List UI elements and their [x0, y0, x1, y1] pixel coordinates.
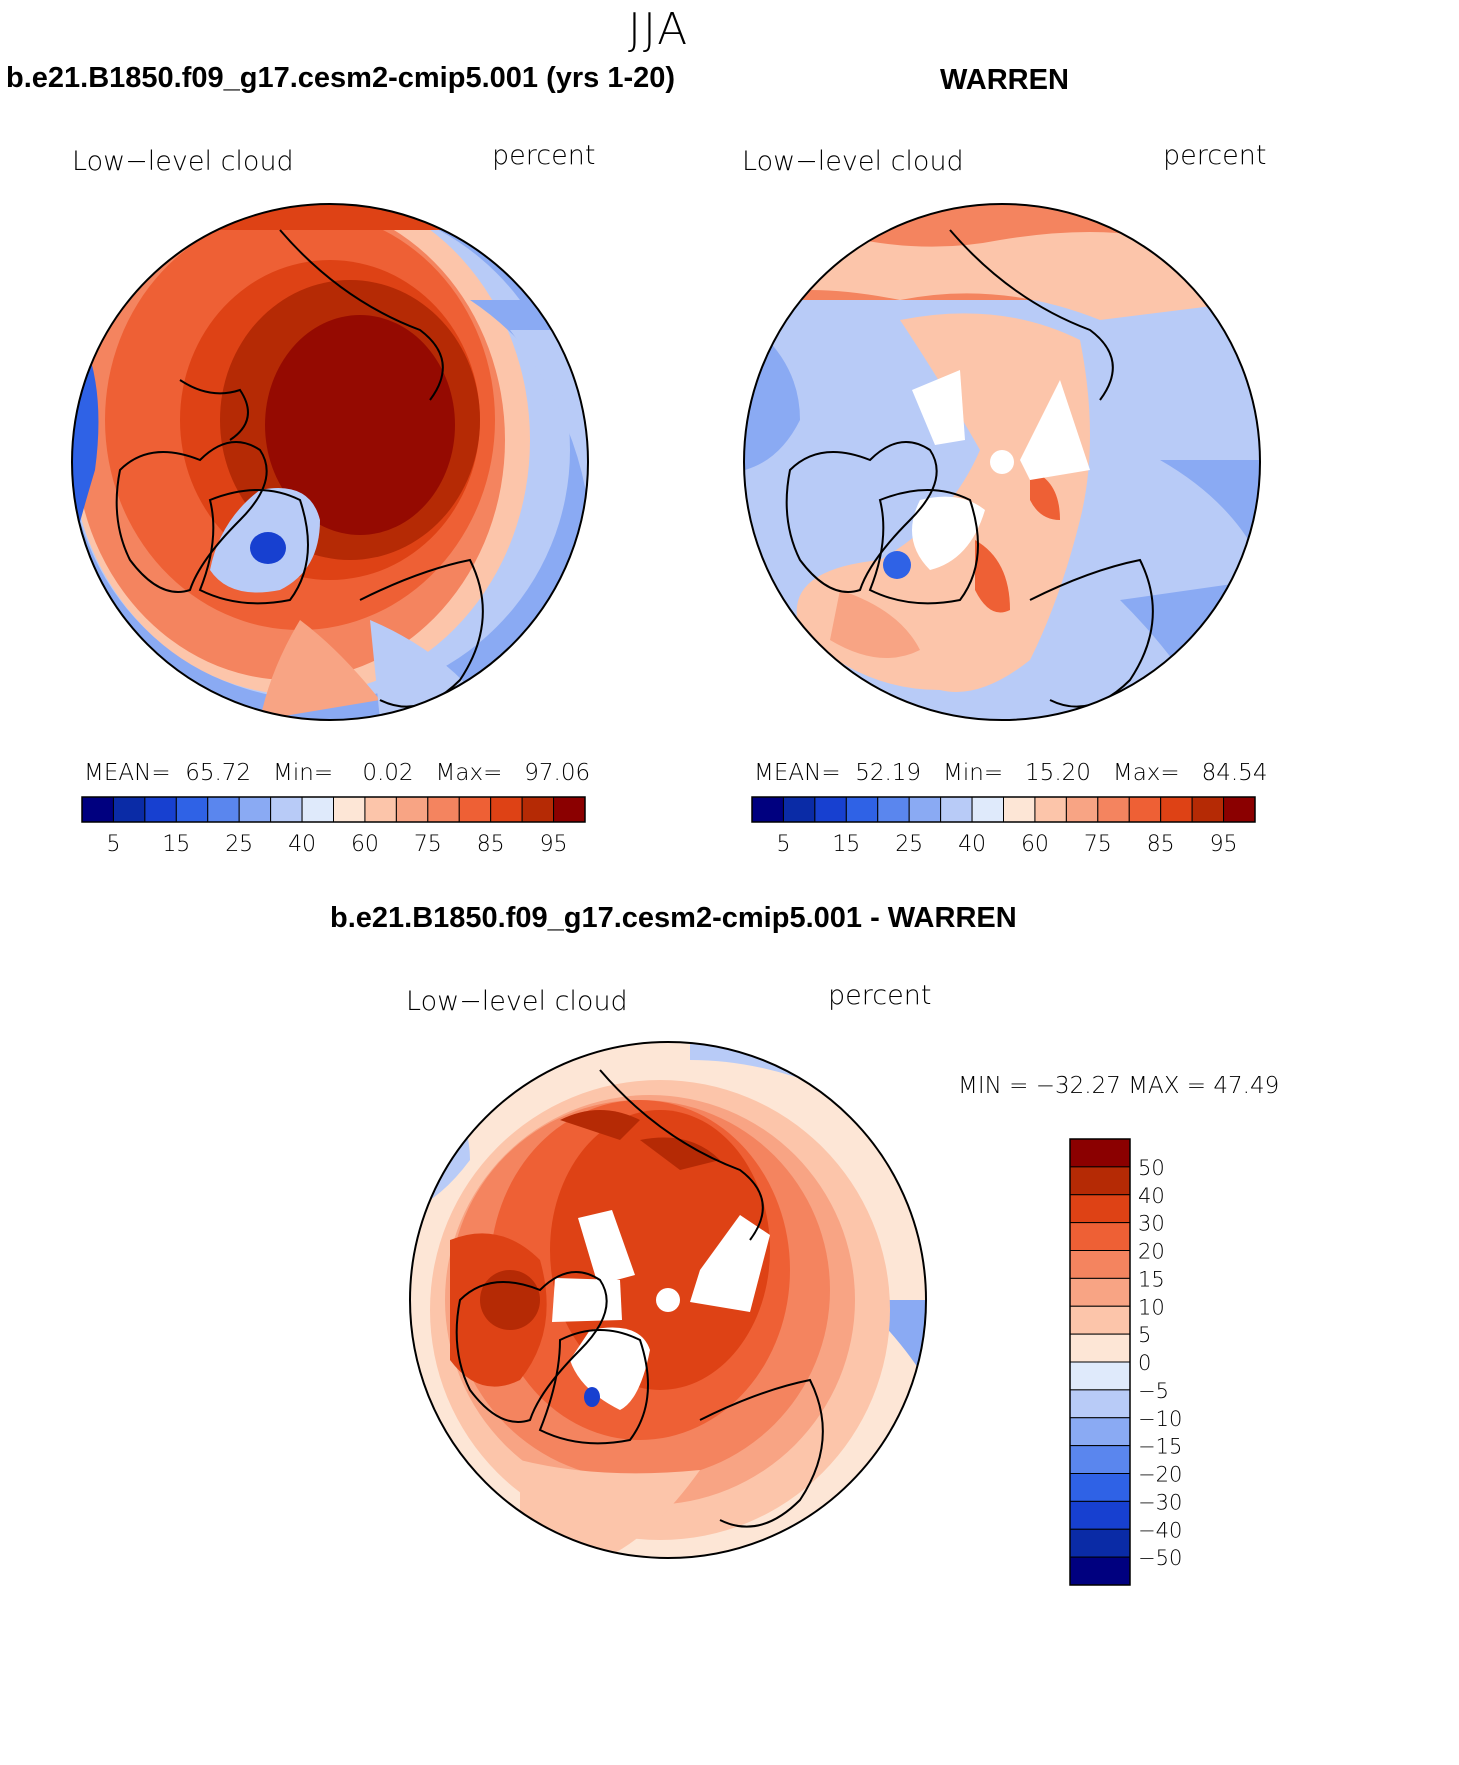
colorbar-swatch	[1069, 1417, 1131, 1447]
colorbar-tick-label: 75	[414, 832, 442, 857]
colorbar-tick-label: −5	[1138, 1379, 1169, 1403]
panel2-min-label: Min=	[943, 760, 1004, 786]
colorbar-swatch	[1069, 1333, 1131, 1363]
panel2-units-label: percent	[1163, 140, 1267, 171]
panel2-max-value: 84.54	[1201, 760, 1268, 786]
colorbar-swatch	[908, 796, 942, 823]
colorbar-tick-label: 15	[162, 832, 190, 857]
panel2-variable-label: Low−level cloud	[742, 146, 964, 177]
panel1-title: b.e21.B1850.f09_g17.cesm2-cmip5.001 (yrs…	[6, 62, 676, 94]
colorbar-tick-label: 40	[958, 832, 986, 857]
colorbar-swatch	[1069, 1528, 1131, 1558]
colorbar-swatch	[1069, 1500, 1131, 1530]
colorbar-tick-label: 95	[1210, 832, 1238, 857]
colorbar-swatch	[1160, 796, 1193, 823]
colorbar-swatch	[1069, 1473, 1131, 1502]
colorbar-swatch	[1069, 1445, 1131, 1474]
season-title: JJA	[628, 4, 690, 55]
colorbar-tick-label: 5	[1138, 1323, 1151, 1347]
colorbar-tick-label: 0	[1138, 1351, 1151, 1375]
colorbar-tick-label: 85	[477, 832, 505, 857]
colorbar-swatch	[175, 796, 209, 823]
colorbar-tick-label: −20	[1138, 1463, 1182, 1487]
colorbar-tick-label: 15	[1138, 1267, 1165, 1291]
colorbar-tick-label: 15	[832, 832, 860, 857]
colorbar-tick-label: 25	[895, 832, 923, 857]
colorbar-swatch	[207, 796, 240, 823]
panel3-minmax: MIN = −32.27 MAX = 47.49	[958, 1073, 1280, 1099]
colorbar-swatch	[427, 796, 460, 823]
colorbar-swatch	[1069, 1361, 1131, 1391]
colorbar-tick-label: 20	[1138, 1240, 1165, 1264]
colorbar-frame	[81, 796, 586, 823]
panel1-max-label: Max=	[435, 760, 503, 786]
colorbar-tick-label: 40	[1138, 1184, 1165, 1208]
colorbar-swatch	[1069, 1138, 1131, 1168]
colorbar-tick-label: 60	[351, 832, 379, 857]
colorbar-tick-label: −50	[1138, 1546, 1182, 1570]
colorbar-tick-label: 30	[1138, 1212, 1165, 1236]
colorbar-swatch	[1097, 796, 1130, 823]
panel3-title: b.e21.B1850.f09_g17.cesm2-cmip5.001 - WA…	[330, 902, 1017, 934]
colorbar-tick-label: 75	[1084, 832, 1112, 857]
colorbar-tick-label: 60	[1021, 832, 1049, 857]
colorbar-swatch	[1069, 1277, 1131, 1307]
panel2-mean-value: 52.19	[855, 760, 922, 786]
colorbar-tick-label: 5	[106, 832, 120, 857]
colorbar-tick-label: −10	[1138, 1407, 1182, 1431]
panel2-stats: MEAN= 52.19 Min= 15.20 Max= 84.54	[754, 760, 1267, 786]
colorbar-tick-label: 40	[288, 832, 316, 857]
panel3-variable-label: Low−level cloud	[406, 986, 628, 1017]
panel2-title: WARREN	[940, 64, 1069, 96]
colorbar-tick-label: 25	[225, 832, 253, 857]
colorbar-swatch	[1069, 1389, 1131, 1419]
colorbar-swatch	[1069, 1250, 1131, 1279]
colorbar-swatch	[490, 796, 523, 823]
panel1-units-label: percent	[492, 140, 596, 171]
colorbar-swatch	[1069, 1166, 1131, 1196]
colorbar-swatch	[1065, 796, 1099, 823]
panel1-stats: MEAN= 65.72 Min= 0.02 Max= 97.06	[84, 760, 590, 786]
colorbar-tick-label: 85	[1147, 832, 1175, 857]
colorbar-tick-label: −40	[1138, 1518, 1182, 1542]
colorbar-frame	[751, 796, 1256, 823]
colorbar-tick-label: −15	[1138, 1435, 1182, 1459]
colorbar-tick-label: 50	[1138, 1156, 1165, 1180]
colorbar-swatch	[1191, 796, 1225, 823]
colorbar-swatch	[521, 796, 555, 823]
colorbar-swatch	[1069, 1222, 1131, 1251]
panel1-mean-label: MEAN=	[84, 760, 171, 786]
panel1-min-value: 0.02	[362, 760, 414, 786]
colorbar-swatch	[1069, 1305, 1131, 1335]
panel2-mean-label: MEAN=	[754, 760, 841, 786]
colorbar-tick-label: 95	[540, 832, 568, 857]
colorbar-frame	[1069, 1138, 1131, 1586]
panel3-units-label: percent	[828, 980, 932, 1011]
colorbar-swatch	[553, 796, 586, 823]
colorbar-tick-label: −30	[1138, 1490, 1182, 1514]
colorbar-tick-label: 5	[776, 832, 790, 857]
panel2-max-label: Max=	[1112, 760, 1180, 786]
panel1-max-value: 97.06	[524, 760, 591, 786]
panel1-variable-label: Low−level cloud	[72, 146, 294, 177]
panel1-min-label: Min=	[273, 760, 334, 786]
colorbar-swatch	[1069, 1194, 1131, 1224]
panel2-min-value: 15.20	[1025, 760, 1091, 786]
colorbar-swatch	[1069, 1556, 1131, 1586]
colorbar-tick-label: 10	[1138, 1295, 1165, 1319]
panel1-mean-value: 65.72	[185, 760, 252, 786]
